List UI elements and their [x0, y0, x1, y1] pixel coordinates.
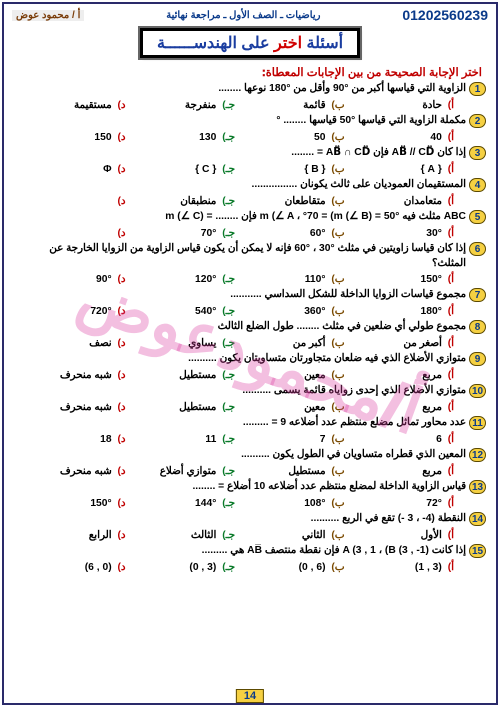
question-options: أ) مربعب) معينجـ) مستطيلد) شبه منحرف — [12, 368, 488, 383]
question-number: 11 — [469, 416, 486, 430]
question-number: 9 — [469, 352, 486, 366]
question-number: 1 — [469, 82, 486, 96]
question-text: المعين الذي قطراه متساويان في الطول يكون… — [241, 449, 466, 460]
question-number: 7 — [469, 288, 486, 302]
question-text: النقطة (4- ، 3 -) تقع في الربع .........… — [311, 513, 466, 524]
question-number: 4 — [469, 178, 486, 192]
page-number: 14 — [236, 689, 264, 703]
question-options: أ) °150ب) °110جـ) °120د) °90 — [12, 272, 488, 287]
question-text: عدد محاور تماثل مضلع منتظم عدد أضلاعه 9 … — [243, 417, 466, 428]
course-name: رياضيات ـ الصف الأول ـ مراجعة نهائية — [166, 10, 320, 21]
question-text: متوازي الأضلاع الذي فيه ضلعان متجاورتان … — [188, 353, 466, 364]
question-options: أ) 6ب) 7جـ) 11د) 18 — [12, 432, 488, 447]
instruction: اختر الإجابة الصحيحة من بين الإجابات الم… — [4, 61, 496, 81]
question-text: مجموع طولي أي ضلعين في مثلث ........ طول… — [218, 321, 466, 332]
question-number: 8 — [469, 320, 486, 334]
question-options: أ) مربعب) معينجـ) مستطيلد) شبه منحرف — [12, 400, 488, 415]
question-text: ABC مثلث فيه °50 = (m (∠ A ، °70 = (m (∠… — [165, 211, 466, 222]
question-options: أ) حادةب) قائمةجـ) منفرجةد) مستقيمة — [12, 98, 488, 113]
question-number: 14 — [469, 512, 486, 526]
question-options: أ) أصغر منب) أكبر منجـ) يساويد) نصف — [12, 336, 488, 351]
question-text: قياس الزاوية الداخلة لمضلع منتظم عدد أضل… — [192, 481, 466, 492]
question-number: 15 — [469, 544, 486, 558]
question-number: 10 — [469, 384, 486, 398]
question-number: 13 — [469, 480, 486, 494]
question-text: متوازي الأضلاع الذي إحدى زواياه قائمة يس… — [242, 385, 466, 396]
question-text: المستقيمان العموديان على ثالث يكونان ...… — [252, 179, 467, 190]
question-text: إذا كانت (A (3 , 1 ، (B (3 , -1 فإن نقطة… — [202, 545, 466, 556]
question-text: مجموع قياسات الزوايا الداخلة للشكل السدا… — [230, 289, 466, 300]
question-number: 6 — [469, 242, 486, 256]
question-options: أ) الأولب) الثانيجـ) الثالثد) الرابع — [12, 528, 488, 543]
phone-number: 01202560239 — [402, 7, 488, 23]
question-number: 5 — [469, 210, 486, 224]
question-options: أ) مربعب) مستطيلجـ) متوازي أضلاعد) شبه م… — [12, 464, 488, 479]
question-options: أ) 40ب) 50جـ) 130د) 150 — [12, 130, 488, 145]
page-title: أسئلة اختر على الهندســــــة — [141, 29, 359, 57]
question-number: 12 — [469, 448, 486, 462]
question-options: أ) °180ب) °360جـ) °540د) °720 — [12, 304, 488, 319]
question-number: 2 — [469, 114, 486, 128]
question-options: أ) °72ب) °108جـ) °144د) °150 — [12, 496, 488, 511]
question-text: الزاوية التي قياسها أكبر من °90 وأقل من … — [218, 83, 466, 94]
question-options: أ) { A }ب) { B }جـ) { C }د) Φ — [12, 162, 488, 177]
question-text: إذا كان AB⃡ // CD⃡ فإن AB⃡ ∩ CD⃡ = .....… — [291, 147, 466, 158]
questions-list: 1الزاوية التي قياسها أكبر من °90 وأقل من… — [4, 81, 496, 575]
question-options: أ) متعامدانب) متقاطعانجـ) منطبقاند) — [12, 194, 488, 209]
teacher-name: أ / محمود عوض — [12, 10, 84, 21]
question-text: إذا كان قياسا زاويتين في مثلث °30 ، °60 … — [49, 243, 466, 269]
question-options: أ) (3 , 1)ب) (6 , 0)جـ) (3 , 0)د) (0 , 6… — [12, 560, 488, 575]
question-text: مكملة الزاوية التي قياسها °50 قياسها ...… — [276, 115, 466, 126]
question-number: 3 — [469, 146, 486, 160]
question-options: أ) °30ب) °60جـ) °70د) — [12, 226, 488, 241]
